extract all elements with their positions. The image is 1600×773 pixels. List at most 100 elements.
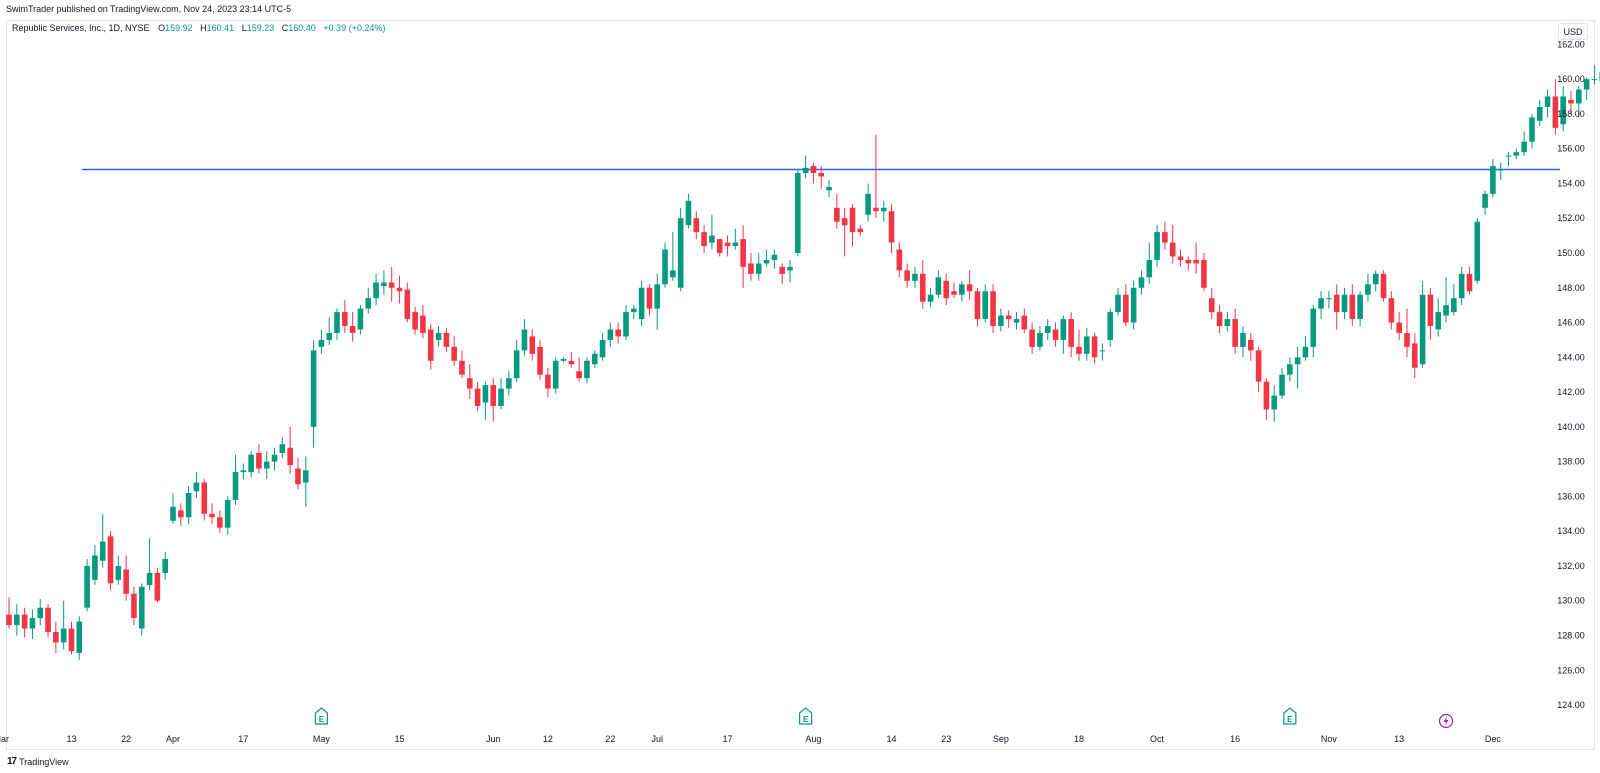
candle[interactable] [1240, 326, 1246, 358]
candle[interactable] [1552, 79, 1559, 135]
candle[interactable] [6, 597, 12, 629]
candle[interactable] [217, 510, 223, 533]
candle[interactable] [185, 485, 192, 525]
candle[interactable] [1583, 77, 1590, 100]
candle[interactable] [1044, 319, 1051, 340]
candle[interactable] [474, 381, 481, 412]
candle[interactable] [1123, 284, 1129, 327]
candle[interactable] [1185, 256, 1192, 271]
candle[interactable] [966, 270, 973, 300]
candle[interactable] [420, 305, 426, 339]
candle[interactable] [576, 357, 582, 382]
candle[interactable] [1365, 273, 1371, 302]
candle[interactable] [443, 327, 450, 353]
candle[interactable] [263, 451, 270, 480]
candle[interactable] [560, 357, 567, 363]
candle[interactable] [381, 270, 387, 295]
candle[interactable] [92, 545, 98, 586]
candle[interactable] [162, 552, 168, 580]
candle[interactable] [342, 299, 348, 333]
candle[interactable] [1505, 152, 1512, 167]
candle[interactable] [138, 583, 145, 636]
tradingview-brand[interactable]: 17 TradingView [7, 756, 69, 767]
candle[interactable] [709, 214, 715, 250]
candle[interactable] [1388, 291, 1395, 330]
candle[interactable] [1099, 343, 1106, 361]
candle[interactable] [404, 282, 411, 323]
candle[interactable] [1521, 131, 1527, 156]
candle[interactable] [248, 451, 254, 478]
candle[interactable] [1005, 310, 1012, 328]
candle[interactable] [1497, 162, 1504, 180]
candle[interactable] [841, 207, 848, 257]
candle[interactable] [326, 317, 333, 346]
candle[interactable] [802, 155, 809, 179]
candle[interactable] [1201, 252, 1207, 292]
candle[interactable] [1115, 287, 1121, 316]
candle[interactable] [123, 555, 129, 601]
candle[interactable] [1560, 86, 1566, 132]
candle[interactable] [1169, 225, 1176, 264]
candle[interactable] [513, 339, 520, 382]
candle[interactable] [631, 305, 637, 320]
dividend-lightning-icon[interactable] [1438, 713, 1454, 729]
candle[interactable] [506, 371, 512, 396]
candle[interactable] [435, 326, 442, 347]
candle[interactable] [1083, 327, 1090, 361]
candle[interactable] [451, 336, 457, 366]
candle[interactable] [552, 357, 559, 394]
candle[interactable] [537, 339, 543, 380]
candle[interactable] [490, 378, 497, 422]
candle[interactable] [201, 479, 208, 521]
candle[interactable] [810, 162, 817, 184]
candle[interactable] [427, 324, 434, 370]
candle[interactable] [1154, 225, 1160, 267]
candle[interactable] [76, 616, 83, 660]
candle[interactable] [857, 225, 864, 236]
candle[interactable] [998, 308, 1004, 332]
candle[interactable] [638, 280, 645, 327]
candle[interactable] [178, 503, 184, 526]
candle[interactable] [373, 273, 379, 306]
candle[interactable] [1544, 89, 1551, 118]
candle[interactable] [1326, 291, 1332, 309]
candle[interactable] [193, 472, 200, 499]
candle[interactable] [1458, 266, 1465, 306]
candle[interactable] [1224, 312, 1231, 332]
candle[interactable] [521, 319, 528, 356]
candle[interactable] [904, 263, 910, 288]
candle[interactable] [748, 252, 754, 281]
candle[interactable] [318, 329, 325, 354]
candle[interactable] [482, 381, 489, 420]
candle[interactable] [919, 259, 926, 309]
candle[interactable] [1091, 332, 1098, 365]
candle[interactable] [1068, 312, 1074, 358]
candle[interactable] [732, 228, 739, 250]
candle[interactable] [287, 426, 293, 474]
earnings-icon[interactable]: E [1283, 707, 1297, 725]
candle[interactable] [37, 598, 44, 626]
candle[interactable] [615, 322, 621, 344]
candle[interactable] [716, 239, 723, 257]
earnings-icon[interactable]: E [799, 707, 813, 725]
candle[interactable] [1380, 270, 1387, 302]
candle[interactable] [1060, 315, 1067, 354]
candle[interactable] [466, 364, 473, 400]
candle[interactable] [1412, 332, 1418, 379]
candle[interactable] [53, 621, 59, 653]
candle[interactable] [990, 284, 996, 333]
candle[interactable] [724, 235, 731, 257]
candle[interactable] [1568, 91, 1574, 114]
candle[interactable] [771, 249, 778, 269]
candle[interactable] [271, 447, 278, 471]
candle[interactable] [1130, 280, 1137, 330]
candle[interactable] [1576, 86, 1582, 118]
candle[interactable] [224, 496, 231, 535]
candle[interactable] [388, 266, 395, 302]
candle[interactable] [21, 607, 28, 638]
candle[interactable] [357, 305, 364, 335]
candle[interactable] [1372, 270, 1379, 292]
candle[interactable] [1474, 218, 1481, 285]
candle[interactable] [662, 242, 668, 288]
candle[interactable] [935, 270, 942, 299]
